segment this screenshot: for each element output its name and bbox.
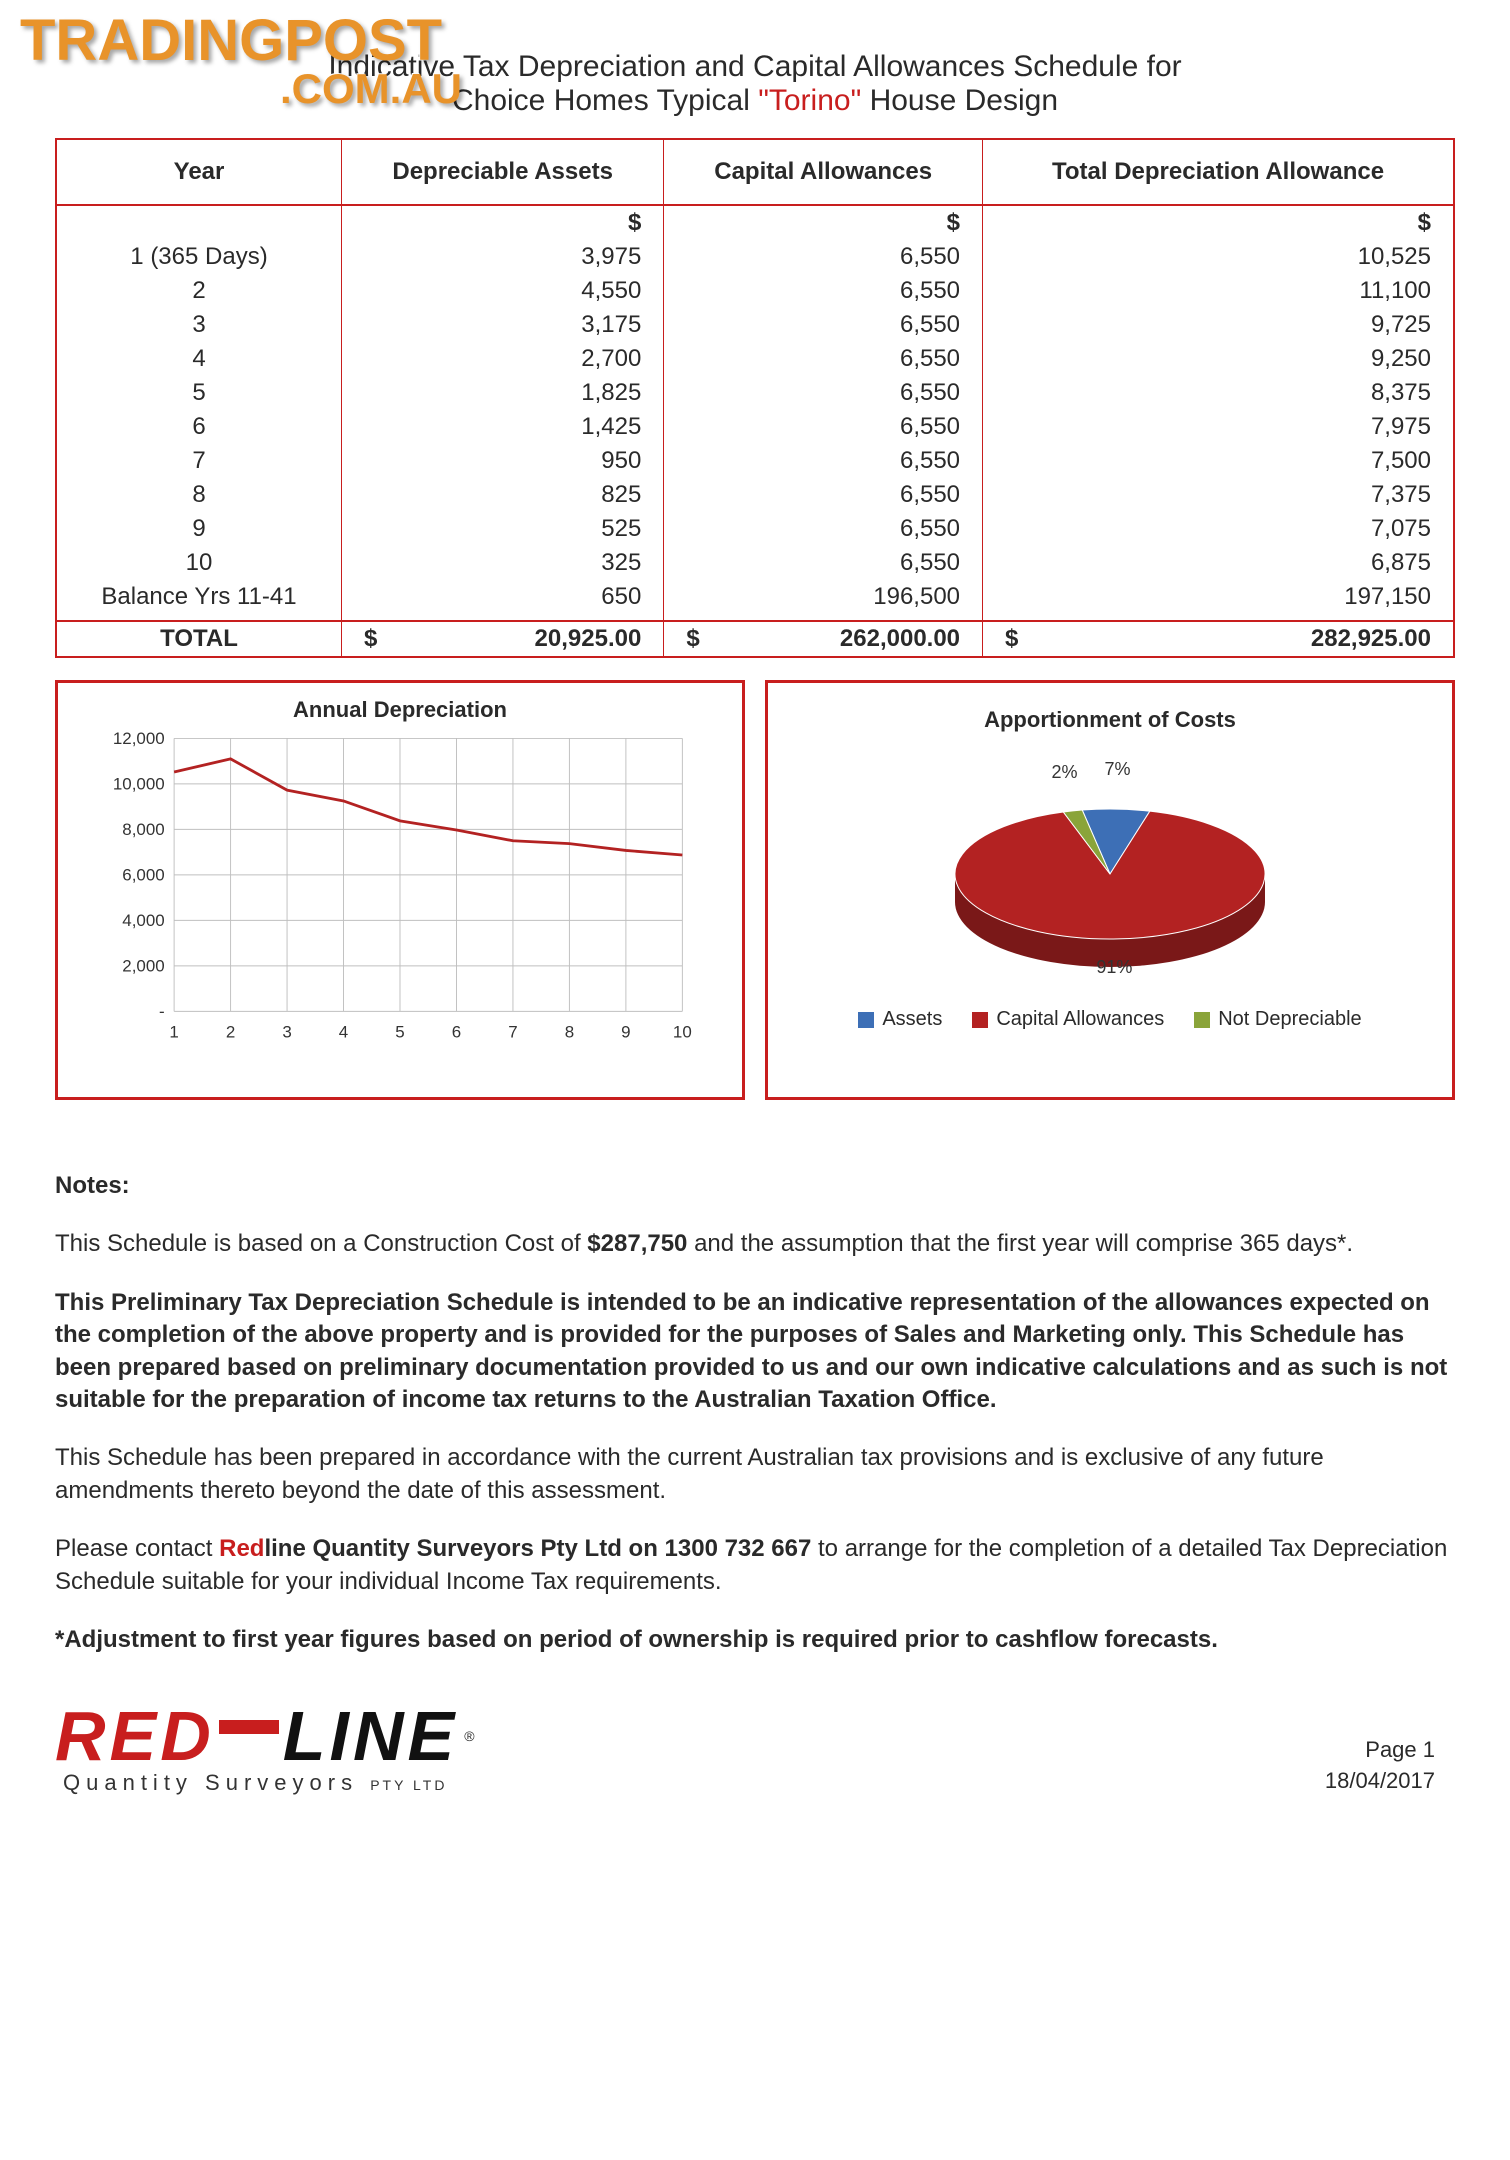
legend-label: Capital Allowances xyxy=(996,1008,1164,1031)
logo-pty: PTY LTD xyxy=(370,1777,447,1793)
th-year: Year xyxy=(57,140,342,205)
notes-p4: Please contact Redline Quantity Surveyor… xyxy=(55,1533,1455,1598)
svg-text:91%: 91% xyxy=(1096,957,1132,977)
table-row: Balance Yrs 11-41650196,500197,150 xyxy=(57,580,1453,614)
svg-text:10,000: 10,000 xyxy=(113,775,165,794)
depreciation-table-wrap: Year Depreciable Assets Capital Allowanc… xyxy=(55,138,1455,658)
svg-text:7: 7 xyxy=(508,1023,517,1042)
pie-chart-box: Apportionment of Costs 7% 91% 2% Assets Cap… xyxy=(765,680,1455,1100)
notes-p4-red: Red xyxy=(219,1535,264,1562)
th-assets: Depreciable Assets xyxy=(342,140,664,205)
pie-chart-title: Apportionment of Costs xyxy=(786,707,1434,733)
legend-item: Capital Allowances xyxy=(972,1008,1164,1031)
table-row: 51,8256,5508,375 xyxy=(57,376,1453,410)
svg-text:6: 6 xyxy=(452,1023,461,1042)
table-row: 42,7006,5509,250 xyxy=(57,342,1453,376)
title-highlight: "Torino" xyxy=(758,84,861,117)
watermark-logo: TRADINGPOST .COM.AU xyxy=(20,12,462,110)
table-row: 24,5506,55011,100 xyxy=(57,274,1453,308)
notes-p2: This Preliminary Tax Depreciation Schedu… xyxy=(55,1287,1455,1417)
legend-label: Assets xyxy=(882,1008,942,1031)
legend-swatch-icon xyxy=(1194,1012,1210,1028)
svg-text:2%: 2% xyxy=(1052,762,1078,782)
svg-text:6,000: 6,000 xyxy=(122,866,164,885)
notes-p1: This Schedule is based on a Construction… xyxy=(55,1228,1455,1260)
line-chart-title: Annual Depreciation xyxy=(76,697,724,723)
notes-heading: Notes: xyxy=(55,1170,1455,1202)
table-row: 103256,5506,875 xyxy=(57,546,1453,580)
legend-swatch-icon xyxy=(858,1012,874,1028)
logo-red: RED xyxy=(55,1696,215,1776)
page-number: Page 1 xyxy=(1325,1735,1435,1766)
line-chart-svg: - 2,000 4,000 6,000 8,000 10,000 12,000 1 2 3 4 5 6 7… xyxy=(76,729,724,1049)
page-date: Page 1 18/04/2017 xyxy=(1325,1735,1455,1797)
notes-p1b: $287,750 xyxy=(587,1230,687,1257)
footer: RED LINE ® Quantity Surveyors PTY LTD Page… xyxy=(55,1696,1455,1796)
notes-p3: This Schedule has been prepared in accor… xyxy=(55,1442,1455,1507)
svg-text:10: 10 xyxy=(673,1023,692,1042)
notes-p1a: This Schedule is based on a Construction… xyxy=(55,1230,587,1257)
table-header-row: Year Depreciable Assets Capital Allowanc… xyxy=(57,140,1453,205)
svg-text:7%: 7% xyxy=(1105,759,1131,779)
footer-date: 18/04/2017 xyxy=(1325,1766,1435,1797)
legend-swatch-icon xyxy=(972,1012,988,1028)
th-capital: Capital Allowances xyxy=(664,140,983,205)
svg-text:2,000: 2,000 xyxy=(122,957,164,976)
line-chart-box: Annual Depreciation - 2,000 4,000 6,000 8,00… xyxy=(55,680,745,1100)
pie-legend: Assets Capital Allowances Not Depreciable xyxy=(786,1008,1434,1031)
notes-p4a: Please contact xyxy=(55,1535,219,1562)
table-row: 33,1756,5509,725 xyxy=(57,308,1453,342)
table-row: 1 (365 Days)3,9756,55010,525 xyxy=(57,240,1453,274)
svg-text:8,000: 8,000 xyxy=(122,820,164,839)
notes-p1c: and the assumption that the first year w… xyxy=(687,1230,1353,1257)
watermark-line1: TRADINGPOST xyxy=(20,8,442,73)
table-row: 61,4256,5507,975 xyxy=(57,410,1453,444)
legend-label: Not Depreciable xyxy=(1218,1008,1361,1031)
currency-row: $$$ xyxy=(57,205,1453,240)
logo-reg: ® xyxy=(464,1728,474,1744)
logo-sub-text: Quantity Surveyors xyxy=(63,1770,370,1795)
notes-p4-bold: line Quantity Surveyors Pty Ltd on 1300 … xyxy=(264,1535,811,1562)
total-row: TOTAL$20,925.00$262,000.00$282,925.00 xyxy=(57,621,1453,656)
depreciation-table: Year Depreciable Assets Capital Allowanc… xyxy=(57,140,1453,656)
logo-sub: Quantity Surveyors PTY LTD xyxy=(63,1770,475,1796)
th-total: Total Depreciation Allowance xyxy=(983,140,1453,205)
svg-text:1: 1 xyxy=(169,1023,178,1042)
svg-text:-: - xyxy=(159,1002,165,1021)
legend-item: Assets xyxy=(858,1008,942,1031)
pie-chart-svg: 7% 91% 2% xyxy=(786,739,1434,999)
title-line2-prefix: Choice Homes Typical xyxy=(452,84,758,117)
watermark-line2: .COM.AU xyxy=(280,68,462,110)
svg-text:5: 5 xyxy=(395,1023,404,1042)
svg-text:4: 4 xyxy=(339,1023,348,1042)
notes-p5: *Adjustment to first year figures based … xyxy=(55,1624,1455,1656)
svg-text:9: 9 xyxy=(621,1023,630,1042)
logo-bar-icon xyxy=(219,1720,279,1734)
logo-line: LINE xyxy=(283,1696,458,1776)
title-line2-suffix: House Design xyxy=(861,84,1058,117)
svg-text:4,000: 4,000 xyxy=(122,911,164,930)
table-row: 88256,5507,375 xyxy=(57,478,1453,512)
redline-logo: RED LINE ® Quantity Surveyors PTY LTD xyxy=(55,1696,475,1796)
svg-text:3: 3 xyxy=(282,1023,291,1042)
notes-section: Notes: This Schedule is based on a Const… xyxy=(55,1170,1455,1656)
legend-item: Not Depreciable xyxy=(1194,1008,1361,1031)
table-row: 95256,5507,075 xyxy=(57,512,1453,546)
svg-text:2: 2 xyxy=(226,1023,235,1042)
svg-text:12,000: 12,000 xyxy=(113,729,165,748)
table-row: 79506,5507,500 xyxy=(57,444,1453,478)
svg-text:8: 8 xyxy=(565,1023,574,1042)
